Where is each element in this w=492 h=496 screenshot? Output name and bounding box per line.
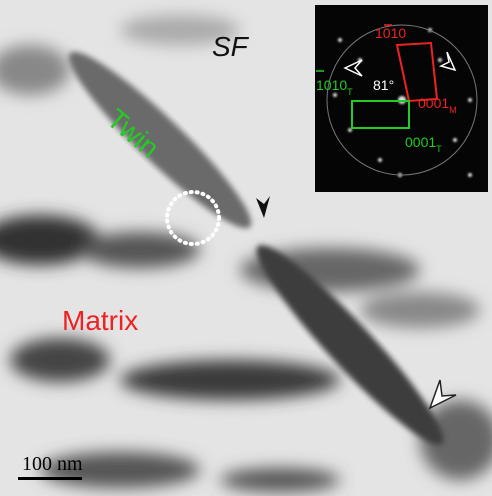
scale-bar <box>18 477 82 480</box>
sf-label: SF <box>212 31 250 62</box>
inset: 1010 81° 0001M 1010T 0001T <box>315 5 488 192</box>
scale-label: 100 nm <box>22 453 83 475</box>
plane-m: 1010 <box>375 25 406 41</box>
angle: 81° <box>373 77 394 93</box>
micrograph: SF Twin Matrix 100 nm 1010 81° 0001M 101… <box>0 0 492 496</box>
matrix-label: Matrix <box>62 305 138 336</box>
